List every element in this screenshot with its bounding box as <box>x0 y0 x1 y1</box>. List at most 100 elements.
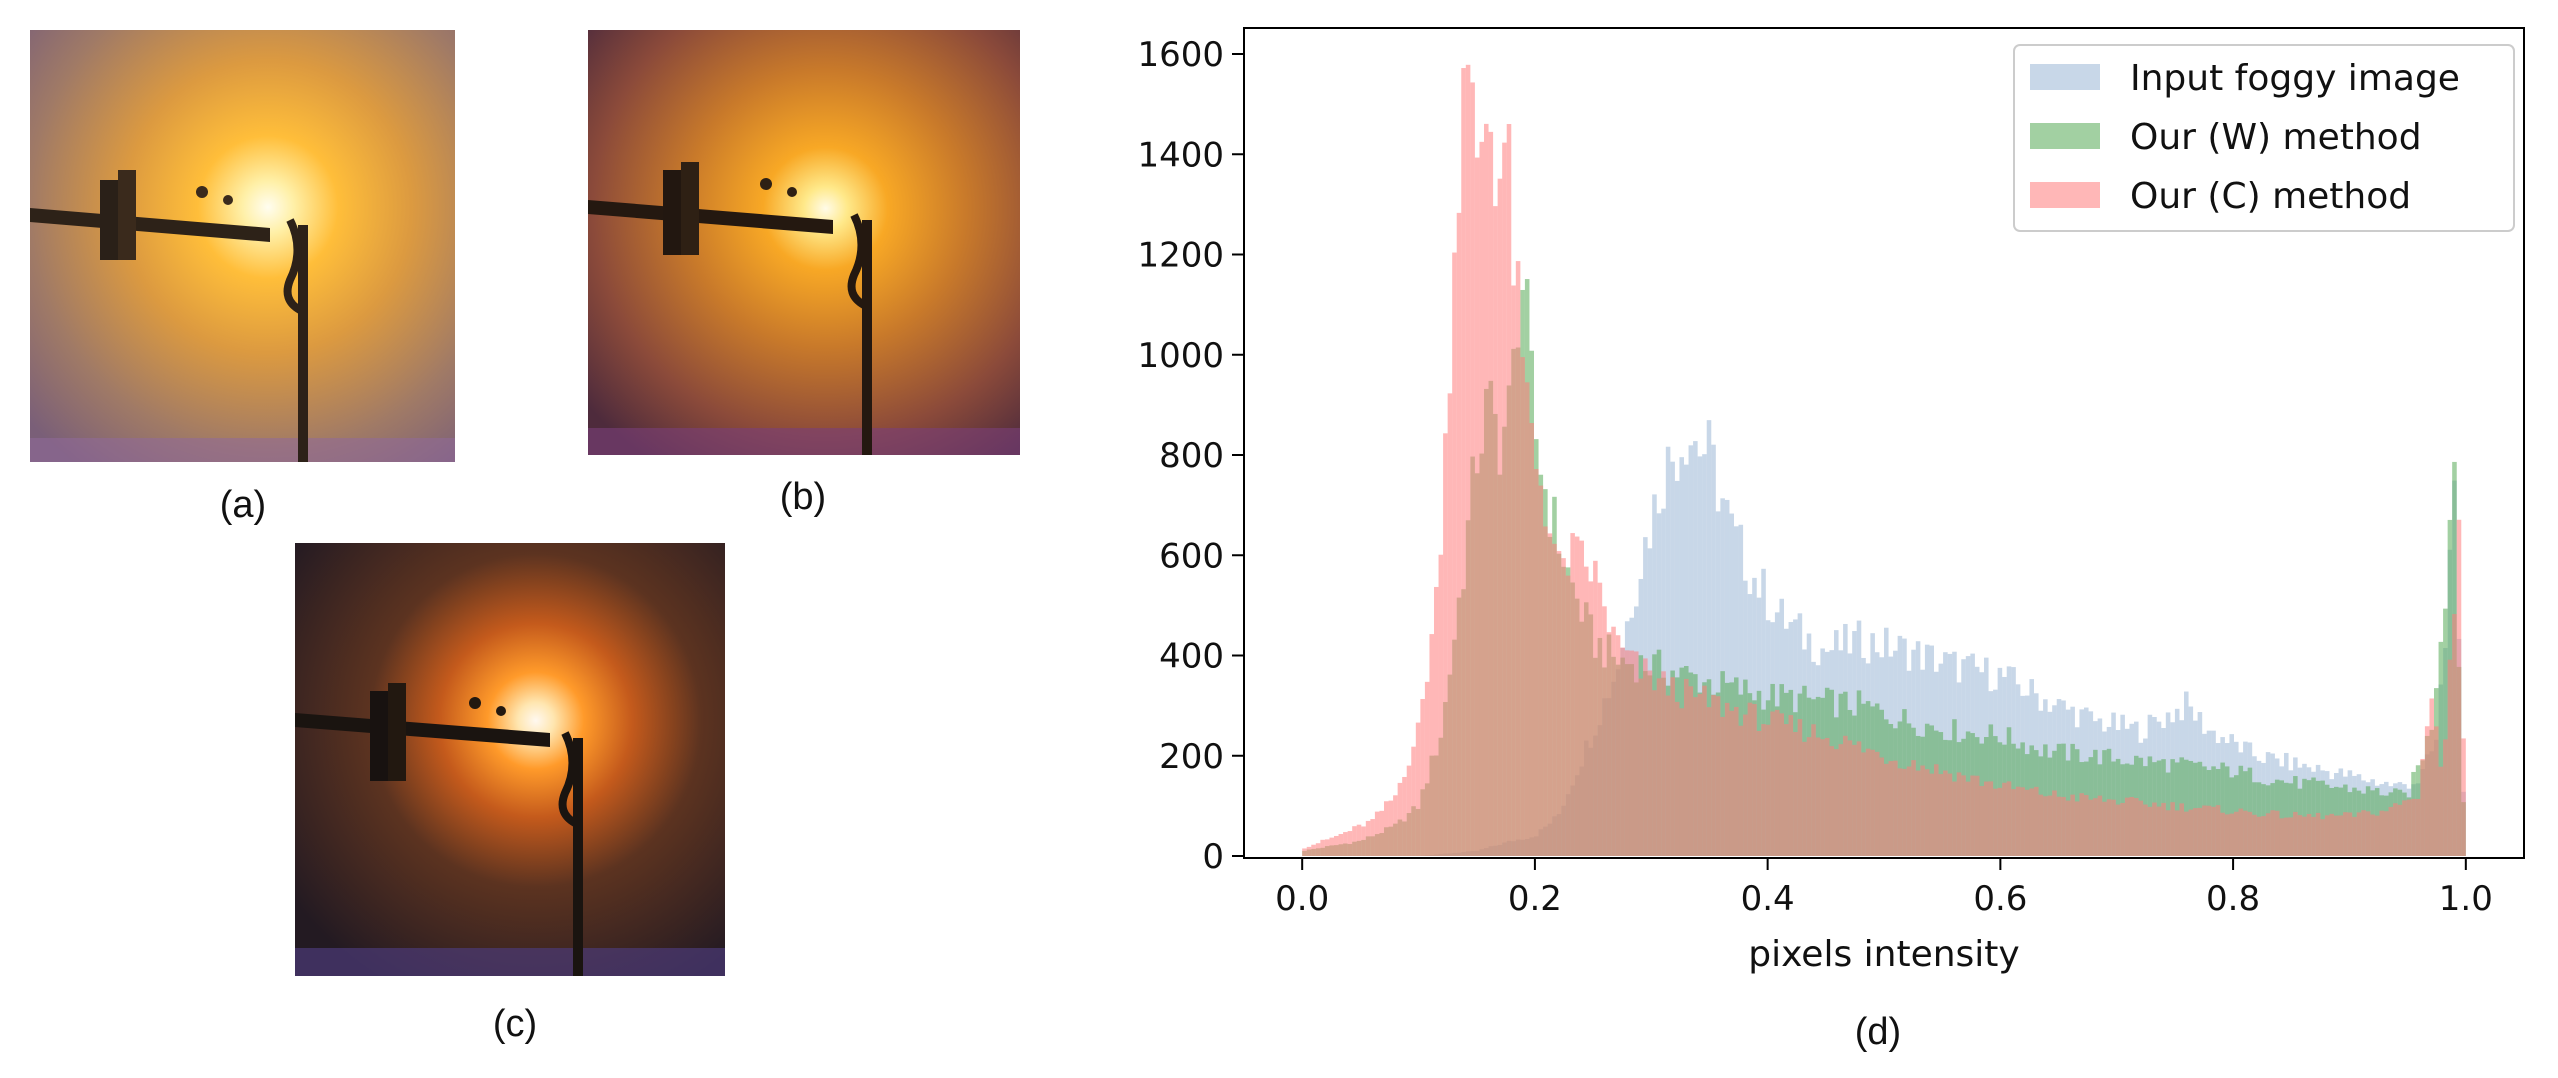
y-tick-label: 1400 <box>1137 135 1224 175</box>
histogram-bar <box>1429 634 1434 856</box>
histogram-bar <box>1752 704 1757 856</box>
histogram-bar <box>1615 635 1621 856</box>
histogram-bar <box>2224 814 2230 856</box>
histogram-bar <box>2174 810 2180 856</box>
histogram-bar <box>1465 64 1471 856</box>
histogram-bar <box>1724 702 1730 856</box>
histogram-bar <box>1684 464 1689 856</box>
histogram-bar <box>1338 834 1344 856</box>
histogram-bar <box>2088 799 2094 856</box>
histogram-bar <box>2279 780 2284 856</box>
histogram-bar <box>2024 789 2030 856</box>
histogram-bar <box>2220 762 2225 856</box>
histogram-bar <box>1643 658 1648 856</box>
histogram-bar <box>1743 714 1748 856</box>
histogram-bar <box>1574 536 1580 856</box>
histogram-bar <box>2147 756 2153 856</box>
histogram-bar <box>1956 772 1962 856</box>
histogram-bar <box>1997 787 2003 856</box>
histogram-bar <box>1770 711 1775 856</box>
histogram-bar <box>1606 632 1612 856</box>
histogram-bar <box>2324 815 2330 856</box>
histogram-bar <box>2456 519 2462 856</box>
histogram-bar <box>1779 713 1784 856</box>
histogram-bar <box>2429 698 2434 856</box>
histogram-bar <box>1670 677 1675 856</box>
histogram-bar <box>1565 575 1571 856</box>
histogram-bar <box>1911 760 1916 856</box>
histogram-bar <box>2115 804 2121 856</box>
histogram-bar <box>2124 797 2130 856</box>
histogram-bar <box>2184 759 2189 856</box>
histogram-bar <box>1970 775 1975 856</box>
histogram-bar <box>2229 813 2234 856</box>
histogram-bar <box>2074 801 2080 856</box>
histogram-bar <box>2120 802 2125 856</box>
histogram-bar <box>2311 816 2316 856</box>
histogram-bars <box>1302 64 2466 857</box>
histogram-bar <box>2165 810 2171 856</box>
histogram-bar <box>1602 606 1607 856</box>
histogram-bar <box>2065 800 2071 856</box>
histogram-bar <box>2393 803 2398 856</box>
histogram-bar <box>2111 799 2116 856</box>
histogram-bar <box>1484 123 1489 856</box>
histogram-bar <box>1715 696 1721 856</box>
legend-label-input: Input foggy image <box>2130 58 2460 99</box>
panel-c-caption: (c) <box>492 1003 538 1045</box>
x-axis-ticks: 0.0 0.2 0.4 0.6 0.8 1.0 <box>1275 858 2493 919</box>
histogram-bar <box>2365 811 2371 856</box>
histogram-bar <box>2379 810 2384 856</box>
histogram-bar <box>1661 671 1666 856</box>
histogram-bar <box>1934 764 1939 856</box>
histogram-bar <box>1693 441 1698 856</box>
legend-box <box>2013 44 2515 232</box>
histogram-bar <box>1984 781 1989 856</box>
histogram-bar <box>2370 814 2375 856</box>
histogram-bar <box>1774 709 1780 856</box>
histogram-bar <box>1861 752 1866 856</box>
histogram-bar <box>1729 710 1734 856</box>
histogram-bar <box>2211 806 2216 856</box>
histogram-bar <box>2220 812 2225 856</box>
y-tick-label: 1000 <box>1137 336 1224 376</box>
histogram-bar <box>1993 788 1998 856</box>
histogram-bar <box>1402 776 1407 856</box>
histogram-bar <box>1897 768 1903 856</box>
histogram-bar <box>2106 799 2112 856</box>
histogram-bar <box>2284 817 2289 856</box>
plot-frame <box>1243 27 2525 859</box>
histogram-bar <box>2420 758 2425 856</box>
histogram-bar <box>1552 543 1557 856</box>
histogram-bar <box>1561 558 1566 856</box>
histogram-bar <box>1456 212 1462 856</box>
histogram-bar <box>2002 782 2007 856</box>
histogram-bar <box>1702 454 1707 856</box>
histogram-bar <box>1624 650 1630 856</box>
x-tick-label: 0.4 <box>1741 879 1795 919</box>
histogram-bar <box>1343 832 1348 856</box>
histogram-bar <box>1920 765 1925 856</box>
histogram-bar <box>1734 706 1739 856</box>
histogram-bar <box>1706 707 1712 856</box>
histogram-bar <box>2052 790 2057 856</box>
histogram-bar <box>1674 701 1680 856</box>
histogram-bar <box>1811 724 1816 856</box>
histogram-bar <box>2170 802 2175 856</box>
histogram-bar <box>1906 766 1912 856</box>
histogram-bar <box>2279 818 2284 856</box>
histogram-bar <box>1461 68 1466 856</box>
histogram-bar <box>1756 731 1762 856</box>
histogram-bar <box>1520 357 1525 856</box>
histogram-bar <box>1829 746 1834 856</box>
legend-label-c: Our (C) method <box>2130 176 2411 217</box>
histogram-bar <box>1852 744 1857 856</box>
histogram-bar <box>2265 813 2271 856</box>
histogram-bar <box>1652 690 1657 856</box>
histogram-bar <box>2452 614 2457 856</box>
histogram-bar <box>1570 533 1575 856</box>
histogram-bar <box>2043 796 2048 856</box>
legend-swatch-input <box>2030 64 2100 90</box>
chart-caption: (d) <box>1855 1011 1901 1053</box>
histogram-bar <box>2447 659 2453 856</box>
